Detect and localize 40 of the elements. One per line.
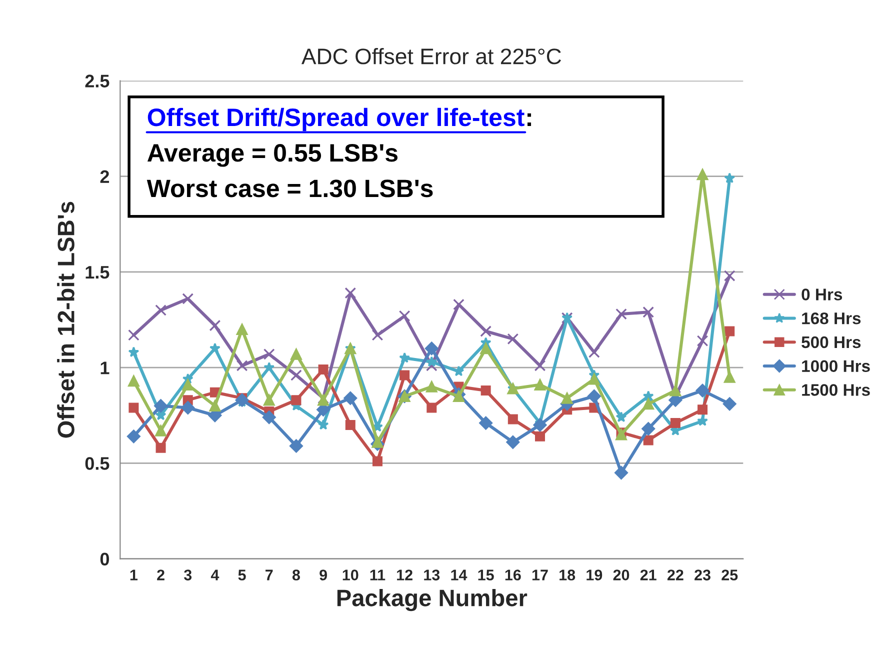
x-tick-label: 2 (157, 570, 164, 580)
y-tick-label: 0 (100, 552, 109, 566)
x-tick-label: 22 (667, 570, 684, 580)
y-tick-label: 1 (100, 362, 110, 374)
x-tick-label: 4 (210, 570, 220, 580)
y-axis-title: Offset in 12-bit LSB's (57, 202, 74, 438)
y-tick-label: 2 (100, 170, 110, 183)
annotation: Offset Drift/Spread over life-test: (148, 108, 532, 132)
annotation: Average = 0.55 LSB's (147, 144, 398, 167)
x-tick-label: 21 (640, 570, 656, 580)
legend-label: 1000 Hrs (802, 360, 870, 372)
x-tick-label: 13 (424, 570, 440, 580)
x-tick-label: 15 (478, 570, 494, 580)
x-tick-label: 20 (613, 570, 630, 580)
legend-label: 0 Hrs (802, 288, 842, 300)
x-tick-label: 17 (532, 570, 548, 580)
legend-label: 1500 Hrs (802, 384, 870, 396)
y-tick-label: 2.5 (85, 74, 110, 88)
x-tick-label: 3 (184, 570, 192, 580)
x-tick-label: 11 (370, 570, 386, 580)
x-tick-label: 19 (586, 570, 602, 580)
x-tick-label: 16 (505, 570, 521, 580)
chart-title: ADC Offset Error at 225°C (301, 48, 562, 64)
x-tick-label: 25 (722, 570, 738, 580)
x-axis-title: Package Number (337, 589, 528, 612)
x-tick-label: 9 (320, 570, 327, 580)
x-tick-label: 1 (130, 570, 138, 580)
y-tick-label: 1.5 (86, 266, 110, 279)
legend-label: 168 Hrs (802, 312, 861, 324)
x-tick-label: 23 (694, 570, 710, 580)
x-tick-label: 8 (292, 570, 300, 580)
x-tick-label: 12 (397, 570, 412, 580)
x-tick-label: 18 (560, 570, 576, 580)
x-tick-label: 7 (266, 570, 273, 580)
y-tick-label: 0.5 (85, 457, 110, 470)
x-tick-label: 5 (238, 570, 246, 580)
legend-label: 500 Hrs (802, 336, 861, 348)
annotation: Worst case = 1.30 LSB's (146, 180, 433, 198)
x-tick-label: 14 (451, 570, 468, 580)
x-tick-label: 10 (342, 570, 358, 580)
